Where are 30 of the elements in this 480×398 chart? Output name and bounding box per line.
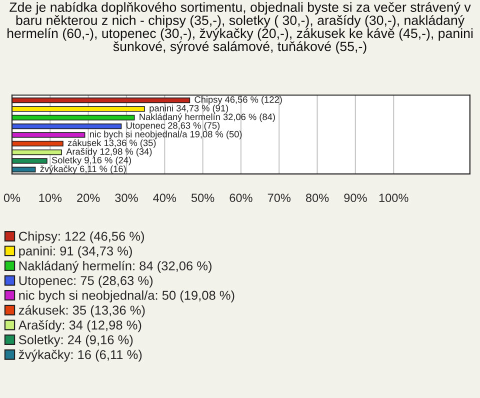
data-label: Chipsy 46,56 % (122) (194, 96, 282, 105)
legend-label: Nakládaný hermelín: 84 (32,06 %) (19, 260, 212, 273)
x-tick-label: 100% (379, 194, 408, 202)
x-tick-label: 10% (39, 194, 62, 202)
data-label: Arašídy 12,98 % (34) (66, 148, 152, 157)
x-tick-label: 60% (230, 194, 252, 202)
legend-label: Chipsy: 122 (46,56 %) (19, 231, 144, 244)
data-label: Soletky 9,16 % (24) (52, 156, 131, 166)
x-tick-label: 40% (153, 194, 176, 202)
x-tick-label: 0% (4, 194, 20, 202)
x-tick-label: 50% (191, 194, 214, 202)
legend-label: nic bych si neobjednal/a: 50 (19,08 %) (19, 290, 234, 302)
legend-label: Arašídy: 34 (12,98 %) (18, 320, 142, 332)
x-tick-label: 70% (268, 194, 291, 202)
x-tick-label: 90% (344, 194, 367, 202)
legend-label: Utopenec: 75 (28,63 %) (19, 276, 153, 288)
x-tick-label: 30% (115, 194, 138, 202)
legend-label: panini: 91 (34,73 %) (19, 246, 132, 258)
data-label: nic bych si neobjednal/a 19,08 % (50) (90, 130, 242, 140)
x-tick-label: 80% (306, 194, 329, 202)
x-tick-label: 20% (77, 194, 100, 202)
data-label: Utopenec 28,63 % (75) (126, 122, 220, 131)
data-label: panini 34,73 % (91) (150, 104, 228, 114)
data-label: žvýkačky 6,11 % (16) (40, 165, 126, 174)
legend-label: žvýkačky: 16 (6,11 %) (18, 350, 142, 362)
chart-title: Zde je nabídka doplňkového sortimentu, objednali byste si za večer strávený v baru některou z nich - chipsy (35,-), soletky ( 30,-), arašídy (30,-), nakládaný hermelín (60,-), utopenec (30,-), žvýkačky (20,-), zákusek ke kávě (45,-), panini šunkové, sýrové salámové, tuňákové (55,-) (8, 2, 473, 54)
data-label: Nakládaný hermelín 32,06 % (84) (140, 113, 275, 122)
data-label: zákusek 13,36 % (35) (68, 139, 156, 148)
legend-label: Soletky: 24 (9,16 %) (18, 334, 133, 347)
legend-label: zákusek: 35 (13,36 %) (18, 305, 145, 318)
